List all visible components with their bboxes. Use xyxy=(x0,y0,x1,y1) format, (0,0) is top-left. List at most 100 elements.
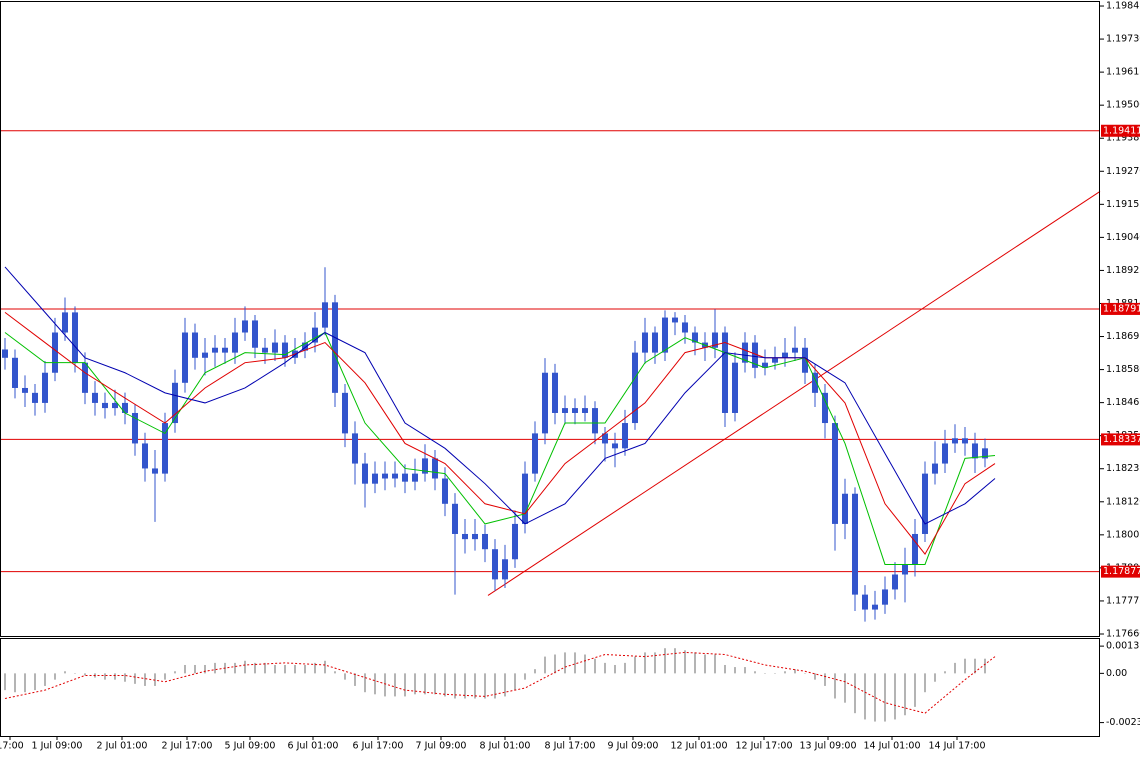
histogram-bar xyxy=(524,673,526,680)
histogram-bar xyxy=(334,671,336,674)
candle-body xyxy=(22,387,28,393)
candle-body xyxy=(62,312,68,333)
histogram-bar xyxy=(444,673,446,697)
histogram-bar xyxy=(724,664,726,674)
candle-body xyxy=(462,533,468,540)
candle-body xyxy=(712,332,718,348)
histogram-bar xyxy=(164,673,166,680)
histogram-bar xyxy=(414,673,416,695)
y-tick-label: 1.18695 xyxy=(1106,331,1140,342)
y-tick-label: 1.19270 xyxy=(1106,166,1140,177)
candle-body xyxy=(602,433,608,444)
candle-body xyxy=(162,423,168,474)
candle-body xyxy=(982,448,988,459)
y-tick-label: 0.0013 xyxy=(1106,641,1139,652)
candle-body xyxy=(312,327,318,343)
y-tick-label: 1.19845 xyxy=(1106,1,1140,12)
candle-body xyxy=(692,332,698,343)
candle-body xyxy=(612,443,618,449)
candle-body xyxy=(732,362,738,413)
candle-body xyxy=(582,408,588,413)
x-tick-label: 9 Jul 09:00 xyxy=(608,741,659,752)
candle-body xyxy=(812,372,818,393)
histogram-bar xyxy=(624,662,626,674)
x-tick-label: 8 Jul 01:00 xyxy=(480,741,531,752)
candle-body xyxy=(302,342,308,351)
candle-body xyxy=(332,302,338,393)
candle-body xyxy=(792,347,798,353)
candle-body xyxy=(882,589,888,605)
candle-body xyxy=(832,423,838,524)
level-label-box xyxy=(1101,302,1140,315)
histogram-bar xyxy=(184,664,186,674)
histogram-bar xyxy=(764,673,766,674)
x-tick-label: 1 Jul 09:00 xyxy=(32,741,83,752)
level-label: 1.18337 xyxy=(1103,434,1140,445)
histogram-bar xyxy=(494,673,496,699)
candle-body xyxy=(402,473,408,482)
candle-body xyxy=(972,443,978,459)
candle-body xyxy=(482,533,488,550)
histogram-bar xyxy=(934,673,936,682)
candle-body xyxy=(92,392,98,403)
candle-body xyxy=(72,312,78,363)
y-tick-label: 1.19040 xyxy=(1106,232,1140,243)
histogram-bar xyxy=(804,673,806,674)
histogram-bar xyxy=(264,662,266,674)
histogram-bar xyxy=(854,673,856,714)
histogram-bar xyxy=(54,673,56,680)
histogram-bar xyxy=(564,652,566,674)
candle-body xyxy=(122,402,128,413)
candle-body xyxy=(382,473,388,479)
y-tick-label: -0.00235 xyxy=(1106,717,1140,728)
histogram-bar xyxy=(4,673,6,691)
candle-body xyxy=(392,473,398,479)
candle-body xyxy=(562,408,568,413)
candle-body xyxy=(252,320,258,348)
histogram-bar xyxy=(394,673,396,697)
candle-body xyxy=(362,463,368,484)
histogram-bar xyxy=(574,652,576,674)
histogram-bar xyxy=(464,673,466,699)
candle-body xyxy=(632,352,638,424)
histogram-bar xyxy=(904,673,906,716)
candle-body xyxy=(642,332,648,353)
histogram-bar xyxy=(214,662,216,674)
candle-body xyxy=(282,342,288,358)
y-tick-label: 1.18925 xyxy=(1106,265,1140,276)
histogram-bar xyxy=(244,660,246,674)
histogram-bar xyxy=(894,673,896,720)
histogram-bar xyxy=(714,654,716,674)
histogram-bar xyxy=(364,673,366,693)
histogram-bar xyxy=(84,673,86,676)
histogram-bar xyxy=(474,673,476,699)
y-tick-label: 1.19385 xyxy=(1106,133,1140,144)
trend-line xyxy=(487,190,1101,596)
y-tick-label: 1.19615 xyxy=(1106,67,1140,78)
y-tick-label: 1.18235 xyxy=(1106,463,1140,474)
histogram-bar xyxy=(774,673,776,674)
y-tick-label: 0.00 xyxy=(1106,668,1127,679)
candle-body xyxy=(822,392,828,424)
candle-body xyxy=(12,357,18,388)
histogram-bar xyxy=(814,673,816,680)
histogram-bar xyxy=(644,652,646,674)
candle-body xyxy=(32,392,38,403)
y-tick-label: 1.18120 xyxy=(1106,496,1140,507)
candle-body xyxy=(112,402,118,409)
level-label-box xyxy=(1101,565,1140,578)
x-tick-label: 14 Jul 01:00 xyxy=(864,741,921,752)
x-tick-label: 14 Jul 17:00 xyxy=(929,741,986,752)
oscillator-pane-border xyxy=(0,638,1100,737)
candle-body xyxy=(202,352,208,358)
candle-body xyxy=(762,362,768,368)
histogram-bar xyxy=(694,652,696,674)
candle-body xyxy=(532,433,538,474)
candle-body xyxy=(432,458,438,479)
histogram-bar xyxy=(954,662,956,674)
candle-body xyxy=(472,533,478,540)
candle-body xyxy=(872,604,878,610)
candle-body xyxy=(902,564,908,575)
